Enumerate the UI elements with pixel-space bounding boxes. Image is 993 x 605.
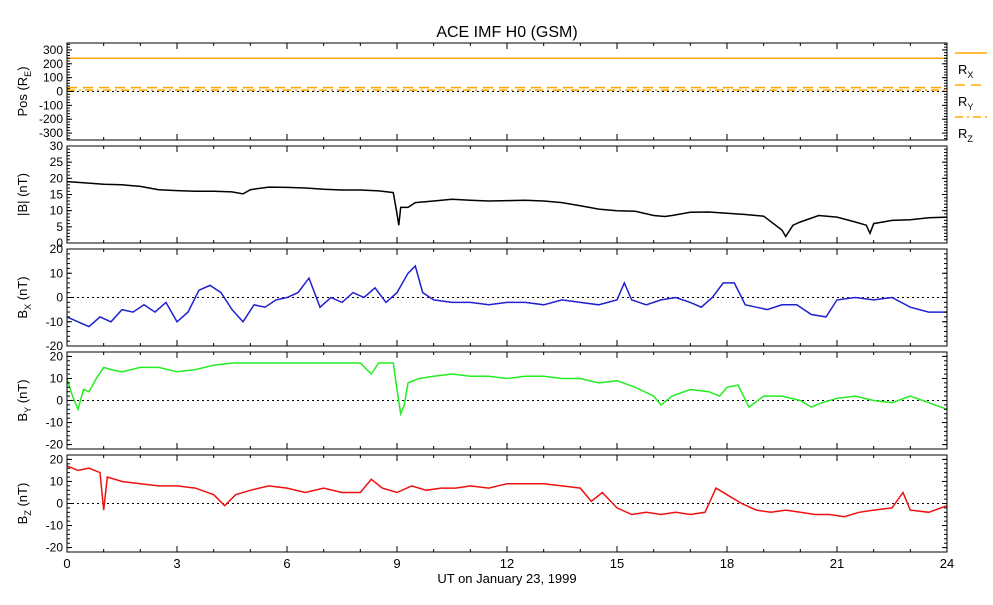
y-tick-label: -10	[46, 315, 64, 329]
panel-bz: 20 10 0 -10 -20 BZ (nT)	[15, 452, 948, 555]
y-tick-label: 0	[56, 236, 63, 250]
y-tick-label: 0	[56, 497, 63, 511]
label-base: B	[15, 516, 30, 525]
x-tick-label: 21	[830, 556, 844, 571]
y-tick-label: -20	[46, 339, 64, 353]
series-line-by-0	[67, 362, 947, 417]
legend-label-1: RY	[958, 94, 973, 112]
y-tick-label: -200	[39, 112, 63, 126]
label-subscript: Y	[23, 407, 33, 413]
x-tick-label: 15	[610, 556, 624, 571]
y-axis-label-pos: Pos (RE)	[15, 66, 33, 116]
label-post: (nT)	[15, 483, 30, 510]
y-tick-label: 10	[50, 474, 64, 488]
legend-label-2: RZ	[958, 126, 973, 144]
y-axis-label-bz: BZ (nT)	[15, 483, 33, 525]
y-tick-label: 5	[56, 220, 63, 234]
label-subscript: Z	[23, 510, 33, 516]
label-base: R	[958, 62, 967, 77]
series-line-bz-0	[67, 465, 947, 518]
chart-title: ACE IMF H0 (GSM)	[436, 24, 577, 41]
y-tick-label: 200	[43, 57, 63, 71]
label-base: R	[958, 126, 967, 141]
y-tick-label: 300	[43, 43, 63, 57]
x-tick-label: 9	[393, 556, 400, 571]
label-base: |B| (nT)	[15, 173, 30, 216]
series-line-bx-0	[67, 264, 947, 328]
y-axis-label-btot: |B| (nT)	[15, 173, 30, 216]
y-tick-label: 0	[56, 85, 63, 99]
y-tick-label: -20	[46, 438, 64, 452]
y-tick-label: 25	[50, 155, 64, 169]
y-axis-label-by: BY (nT)	[15, 379, 33, 421]
y-tick-label: 30	[50, 139, 64, 153]
label-base: B	[15, 413, 30, 422]
y-tick-label: 10	[50, 204, 64, 218]
legend-label-0: RX	[958, 62, 973, 80]
y-tick-label: -100	[39, 98, 63, 112]
y-tick-label: 20	[50, 171, 64, 185]
panel-by: 20 10 0 -10 -20 BY (nT)	[15, 349, 948, 452]
y-tick-label: -300	[39, 126, 63, 140]
x-tick-label: 12	[500, 556, 514, 571]
x-tick-label: 18	[720, 556, 734, 571]
x-tick-label: 3	[173, 556, 180, 571]
label-post: (nT)	[15, 276, 30, 303]
y-tick-label: 0	[56, 291, 63, 305]
y-tick-label: 10	[50, 266, 64, 280]
y-tick-label: -10	[46, 416, 64, 430]
panel-btot: 30 25 20 15 10 5 0 |B| (nT)	[15, 139, 948, 250]
y-tick-label: 100	[43, 71, 63, 85]
y-tick-label: -20	[46, 541, 64, 555]
label-base: R	[958, 94, 967, 109]
y-tick-label: 15	[50, 188, 64, 202]
y-tick-label: 20	[50, 242, 64, 256]
y-tick-label: 20	[50, 452, 64, 466]
y-tick-label: 10	[50, 371, 64, 385]
x-tick-label: 24	[940, 556, 954, 571]
x-axis-label: UT on January 23, 1999	[437, 571, 576, 586]
label-post: )	[15, 66, 30, 70]
label-subscript: Z	[967, 134, 973, 144]
label-subscript: X	[23, 304, 33, 310]
y-tick-label: -10	[46, 519, 64, 533]
y-tick-label: 0	[56, 394, 63, 408]
label-subscript: X	[967, 70, 973, 80]
label-subscript: E	[23, 71, 33, 77]
label-post: (nT)	[15, 379, 30, 406]
series-line-btot-0	[67, 180, 947, 238]
y-tick-label: 20	[50, 349, 64, 363]
panel-bx: 20 10 0 -10 -20 BX (nT)	[15, 242, 948, 353]
label-base: Pos (R	[15, 77, 30, 117]
panel-frame	[66, 145, 948, 244]
label-base: B	[15, 310, 30, 319]
x-tick-label: 0	[63, 556, 70, 571]
x-tick-label: 6	[283, 556, 290, 571]
y-axis-label-bx: BX (nT)	[15, 276, 33, 318]
label-subscript: Y	[967, 102, 973, 112]
